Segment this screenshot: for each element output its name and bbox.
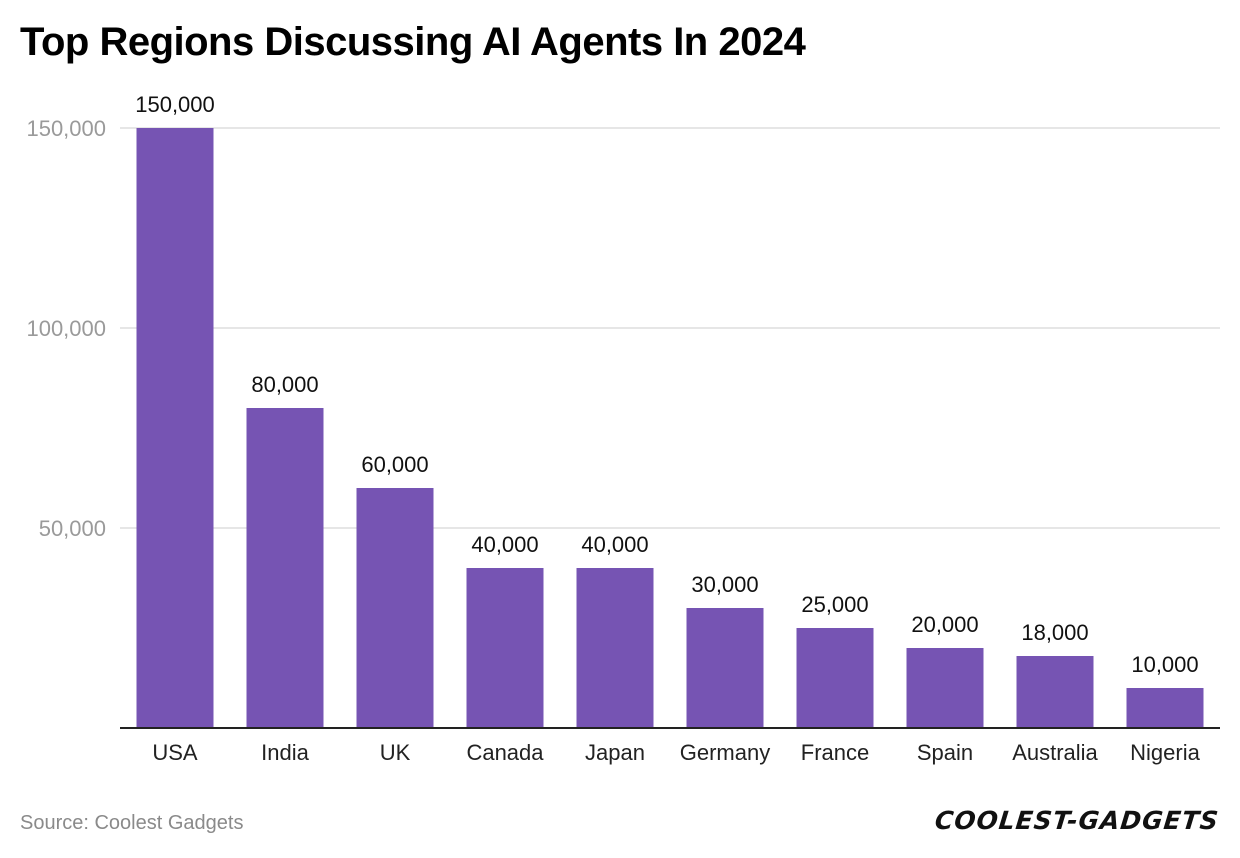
x-tick-label: Spain (917, 740, 973, 765)
source-note: Source: Coolest Gadgets (20, 812, 244, 834)
bar-value-label: 18,000 (1021, 620, 1088, 645)
bar-value-label: 80,000 (251, 372, 318, 397)
bar-value-label: 60,000 (361, 452, 428, 477)
y-tick-label: 100,000 (26, 316, 106, 341)
bar (1016, 656, 1094, 728)
bar (356, 488, 434, 728)
bar (466, 568, 544, 728)
y-axis-ticks: 50,000 100,000 150,000 (26, 116, 106, 541)
bar (136, 128, 214, 728)
x-tick-label: Japan (585, 740, 645, 765)
bar-value-label: 25,000 (801, 592, 868, 617)
x-axis-ticks: USA India UK Canada Japan Germany France Spain A… (152, 740, 1200, 765)
brand-logo: COOLEST-GADGETS (933, 806, 1221, 835)
bar-value-label: 40,000 (581, 532, 648, 557)
x-tick-label: USA (152, 740, 198, 765)
x-tick-label: Canada (466, 740, 544, 765)
bar-value-label: 150,000 (135, 92, 215, 117)
bar (246, 408, 324, 728)
chart-title: Top Regions Discussing AI Agents In 2024 (20, 20, 806, 64)
x-tick-label: UK (380, 740, 411, 765)
x-tick-label: France (801, 740, 869, 765)
bar (796, 628, 874, 728)
bars (136, 128, 1204, 728)
bar (1126, 688, 1204, 728)
bar (906, 648, 984, 728)
bar-value-label: 10,000 (1131, 652, 1198, 677)
y-tick-label: 50,000 (39, 516, 106, 541)
bar (576, 568, 654, 728)
bar (686, 608, 764, 728)
bar-value-label: 20,000 (911, 612, 978, 637)
x-tick-label: Germany (680, 740, 770, 765)
bar-value-label: 30,000 (691, 572, 758, 597)
bar-value-label: 40,000 (471, 532, 538, 557)
bar-value-labels: 150,000 80,000 60,000 40,000 40,000 30,000 25,… (135, 92, 1198, 677)
y-tick-label: 150,000 (26, 116, 106, 141)
x-tick-label: India (261, 740, 309, 765)
bar-chart: 50,000 100,000 150,000 150,000 80,000 60,000… (26, 92, 1220, 765)
x-tick-label: Australia (1012, 740, 1098, 765)
x-tick-label: Nigeria (1130, 740, 1200, 765)
